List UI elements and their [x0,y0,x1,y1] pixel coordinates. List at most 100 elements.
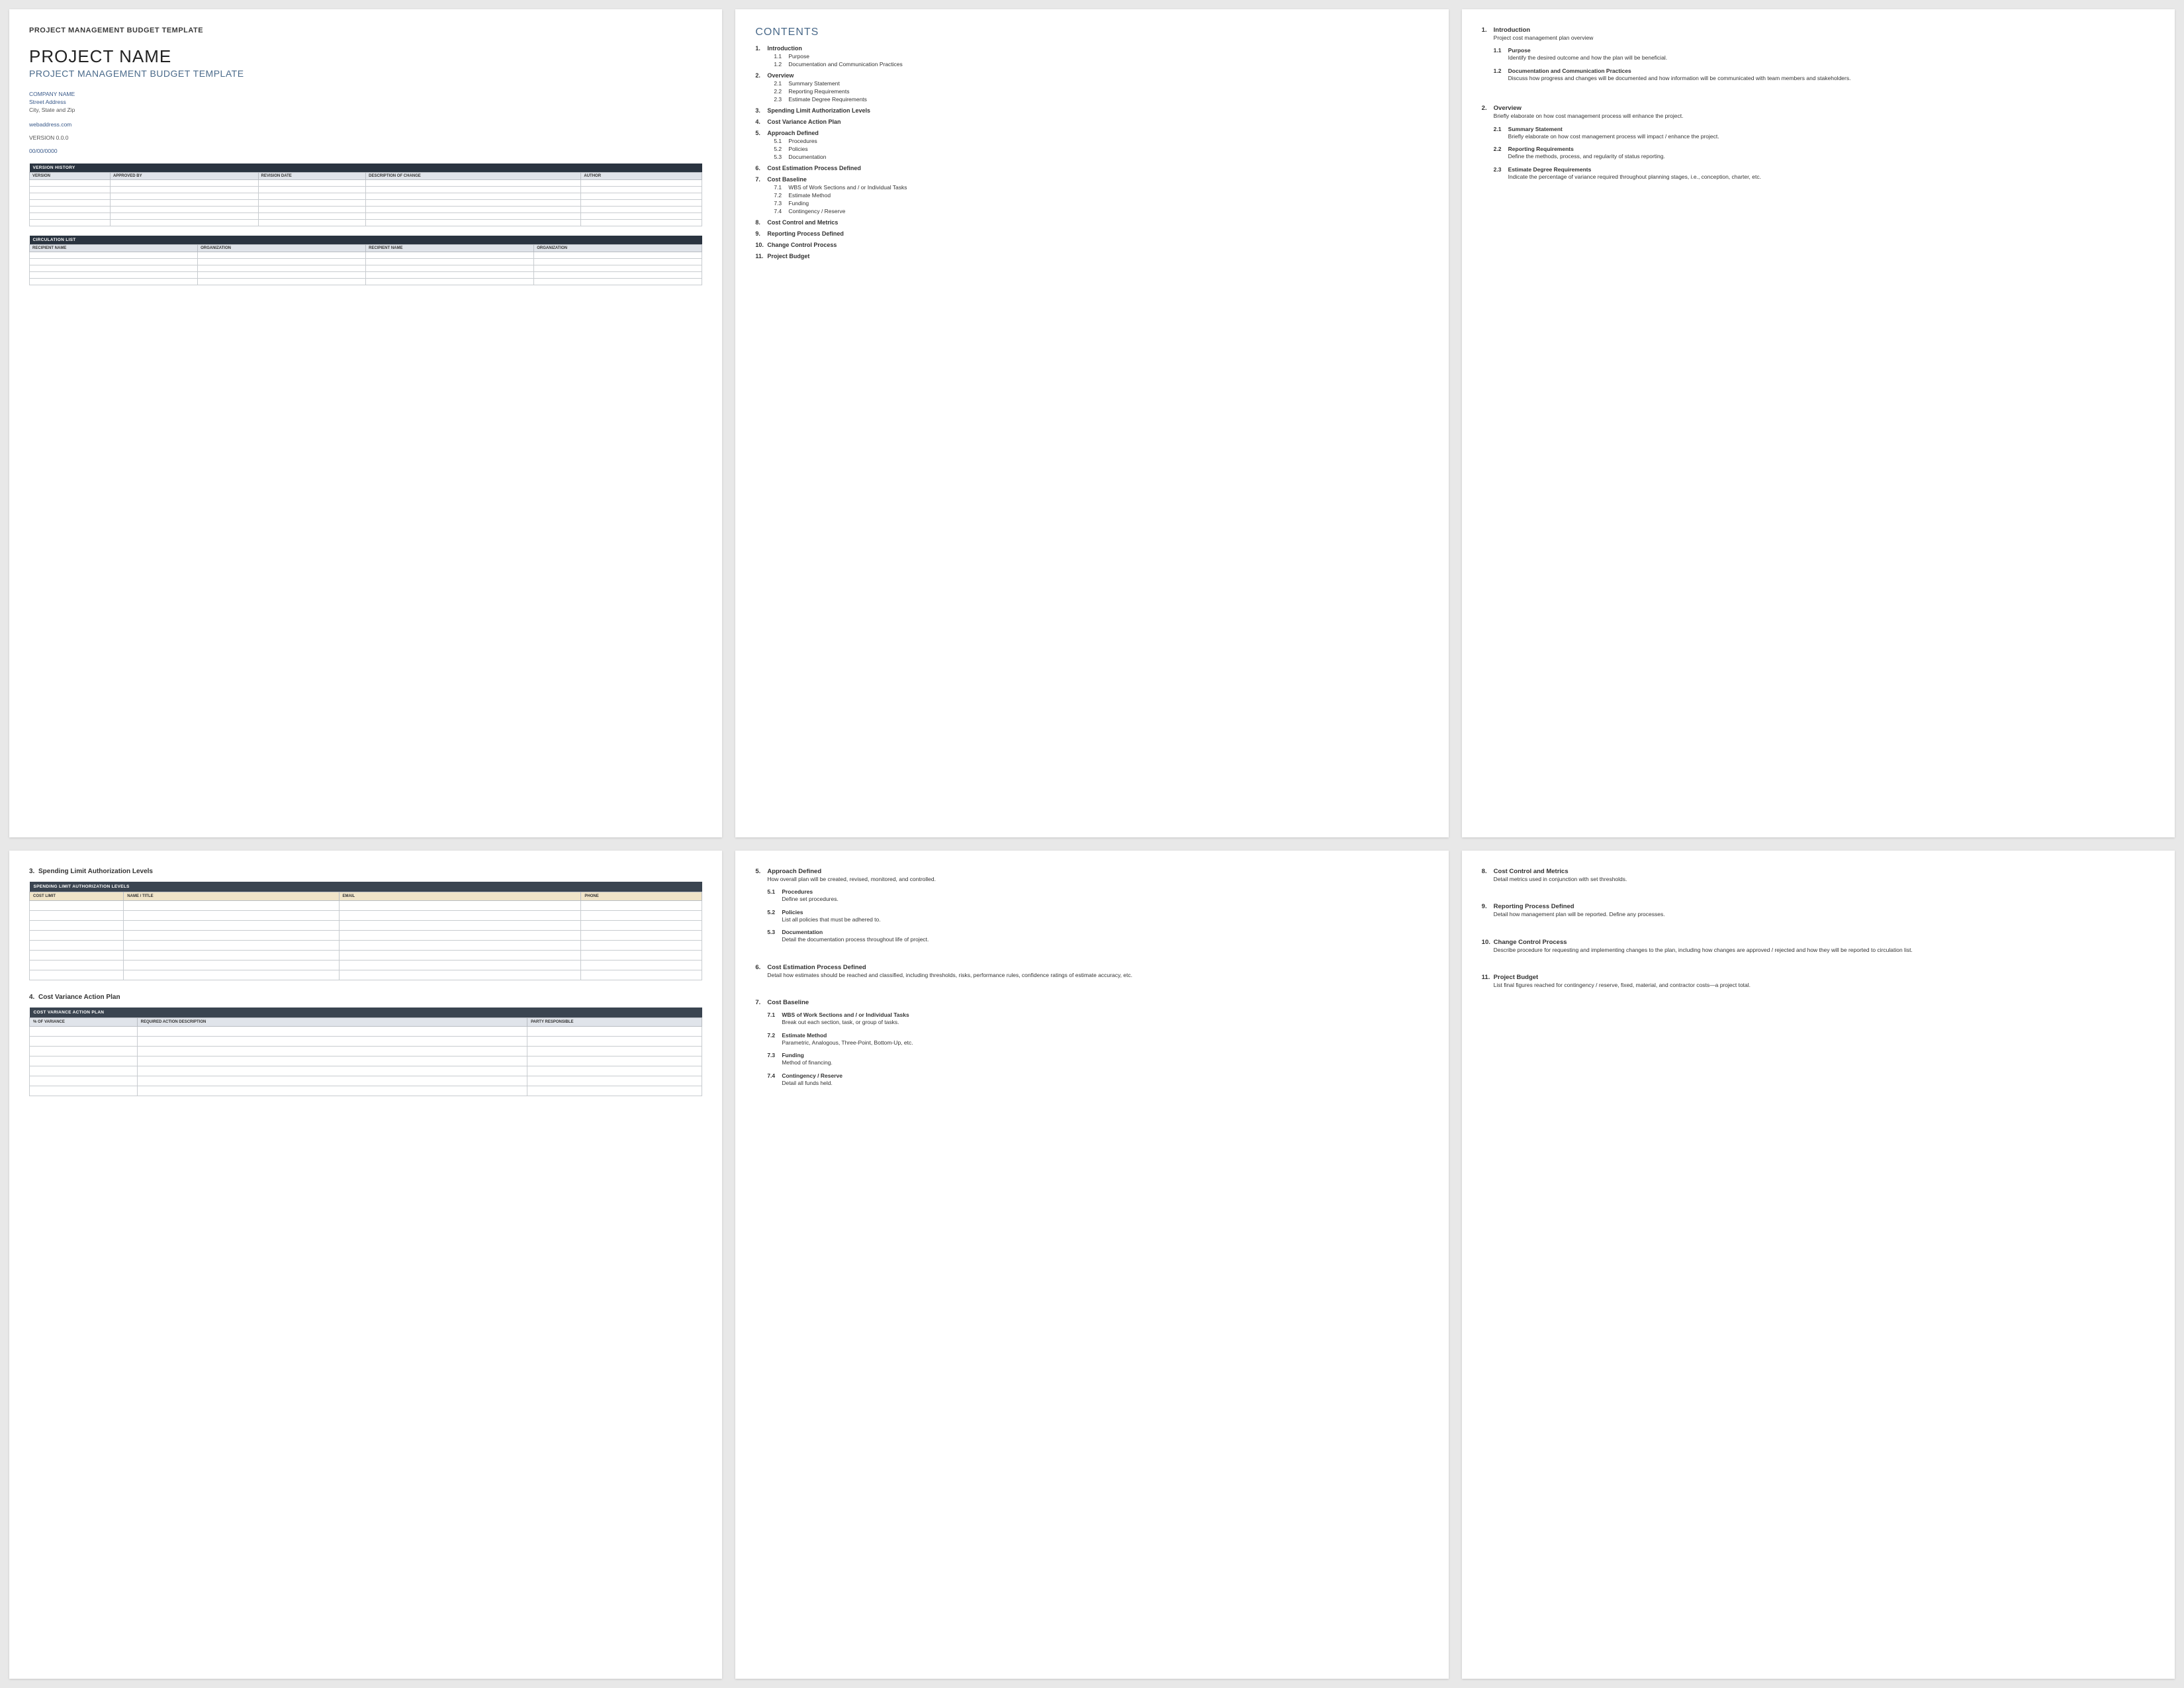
subsection: 5.2PoliciesList all policies that must b… [767,909,1428,923]
date-label: 00/00/0000 [29,148,702,154]
subsection: 5.3DocumentationDetail the documentation… [767,929,1428,943]
circulation-list-table: CIRCULATION LIST RECIPIENT NAME ORGANIZA… [29,236,702,285]
version-label: VERSION 0.0.0 [29,134,702,141]
section-heading: 2.Overview [1482,105,2155,112]
subsection-heading: 2.3Estimate Degree Requirements [1494,166,2155,173]
subsection-desc: Method of financing. [782,1059,1428,1066]
toc-item: 3.Spending Limit Authorization Levels [755,107,1428,114]
subsection-heading: 1.2Documentation and Communication Pract… [1494,68,2155,74]
table-row [30,1076,702,1086]
table-row [30,1037,702,1047]
toc-item: 7.Cost Baseline7.1WBS of Work Sections a… [755,176,1428,214]
section-desc: Describe procedure for requesting and im… [1494,947,2155,954]
page-4: 3.Spending Limit Authorization Levels SP… [9,851,722,1679]
toc-subitem: 1.2Documentation and Communication Pract… [755,61,1428,68]
subsection-heading: 1.1Purpose [1494,47,2155,54]
cost-variance-bar: COST VARIANCE ACTION PLAN [30,1008,702,1018]
table-row [30,970,702,980]
subsection-heading: 5.2Policies [767,909,1428,915]
toc-item: 4.Cost Variance Action Plan [755,118,1428,125]
table-row [30,1056,702,1066]
table-row [30,1047,702,1056]
page-1: PROJECT MANAGEMENT BUDGET TEMPLATE PROJE… [9,9,722,837]
subsection-heading: 2.1Summary Statement [1494,126,2155,132]
section-heading: 5.Approach Defined [755,868,1428,875]
section: 6.Cost Estimation Process DefinedDetail … [755,964,1428,979]
template-subtitle: PROJECT MANAGEMENT BUDGET TEMPLATE [29,68,702,79]
table-row [30,199,702,206]
page-3: 1.IntroductionProject cost management pl… [1462,9,2175,837]
street-address: Street Address [29,99,702,107]
toc-subitem: 2.1Summary Statement [755,80,1428,87]
subsection-heading: 7.2Estimate Method [767,1032,1428,1039]
version-history-bar: VERSION HISTORY [30,164,702,173]
table-row [30,921,702,931]
table-row [30,961,702,970]
section-4-heading: 4.Cost Variance Action Plan [29,994,702,1001]
subsection-heading: 7.1WBS of Work Sections and / or Individ… [767,1011,1428,1018]
subsection-desc: Detail all funds held. [782,1080,1428,1087]
version-history-table: VERSION HISTORY VERSION APPROVED BY REVI… [29,164,702,226]
table-row [30,278,702,285]
web-address: webaddress.com [29,121,702,128]
section-desc: Detail metrics used in conjunction with … [1494,876,2155,883]
cost-variance-table: COST VARIANCE ACTION PLAN % OF VARIANCE … [29,1008,702,1096]
subsection-heading: 7.3Funding [767,1052,1428,1058]
contents-title: CONTENTS [755,26,1428,38]
subsection: 2.1Summary StatementBriefly elaborate on… [1494,126,2155,140]
toc-item: 6.Cost Estimation Process Defined [755,165,1428,171]
section-desc: Detail how management plan will be repor… [1494,911,2155,918]
table-row [30,219,702,226]
section-heading: 10.Change Control Process [1482,939,2155,946]
section: 9.Reporting Process DefinedDetail how ma… [1482,903,2155,918]
circulation-list-bar: CIRCULATION LIST [30,236,702,245]
table-row [30,179,702,186]
subsection-desc: Break out each section, task, or group o… [782,1019,1428,1026]
toc-item: 9.Reporting Process Defined [755,230,1428,237]
city-state-zip: City, State and Zip [29,107,702,115]
subsection: 2.3Estimate Degree RequirementsIndicate … [1494,166,2155,181]
page-6: 8.Cost Control and MetricsDetail metrics… [1462,851,2175,1679]
version-history-header: VERSION APPROVED BY REVISION DATE DESCRI… [30,172,702,179]
section-heading: 6.Cost Estimation Process Defined [755,964,1428,971]
table-row [30,206,702,212]
toc-subitem: 5.3Documentation [755,154,1428,160]
spending-limit-header: COST LIMIT NAME / TITLE EMAIL PHONE [30,892,702,901]
section-desc: List final figures reached for contingen… [1494,982,2155,989]
subsection-heading: 5.1Procedures [767,888,1428,895]
toc-subitem: 7.2Estimate Method [755,192,1428,199]
toc-subitem: 2.2Reporting Requirements [755,88,1428,95]
section: 10.Change Control ProcessDescribe proced… [1482,939,2155,954]
subsection: 7.4Contingency / ReserveDetail all funds… [767,1072,1428,1087]
subsection-desc: List all policies that must be adhered t… [782,916,1428,923]
table-of-contents: 1.Introduction1.1Purpose1.2Documentation… [755,45,1428,259]
section-heading: 11.Project Budget [1482,974,2155,981]
section-desc: Project cost management plan overview [1494,34,2155,42]
toc-subitem: 7.3Funding [755,200,1428,207]
spending-limit-table: SPENDING LIMIT AUTHORIZATION LEVELS COST… [29,882,702,980]
section-heading: 1.Introduction [1482,26,2155,34]
table-row [30,901,702,911]
toc-item: 2.Overview2.1Summary Statement2.2Reporti… [755,72,1428,103]
table-row [30,1027,702,1037]
table-row [30,186,702,193]
section-heading: 8.Cost Control and Metrics [1482,868,2155,875]
table-row [30,1086,702,1096]
subsection-desc: Parametric, Analogous, Three-Point, Bott… [782,1039,1428,1047]
table-row [30,1066,702,1076]
toc-item: 1.Introduction1.1Purpose1.2Documentation… [755,45,1428,68]
subsection-desc: Discuss how progress and changes will be… [1508,75,2155,82]
subsection: 5.1ProceduresDefine set procedures. [767,888,1428,903]
toc-item: 11.Project Budget [755,253,1428,259]
toc-subitem: 1.1Purpose [755,53,1428,60]
subsection-heading: 2.2Reporting Requirements [1494,146,2155,152]
subsection: 1.2Documentation and Communication Pract… [1494,68,2155,82]
template-heading: PROJECT MANAGEMENT BUDGET TEMPLATE [29,26,702,34]
section-3-heading: 3.Spending Limit Authorization Levels [29,868,702,875]
project-name-title: PROJECT NAME [29,46,702,67]
subsection: 7.3FundingMethod of financing. [767,1052,1428,1066]
section: 2.OverviewBriefly elaborate on how cost … [1482,105,2155,181]
section: 5.Approach DefinedHow overall plan will … [755,868,1428,944]
subsection-desc: Detail the documentation process through… [782,936,1428,943]
subsection-heading: 5.3Documentation [767,929,1428,935]
